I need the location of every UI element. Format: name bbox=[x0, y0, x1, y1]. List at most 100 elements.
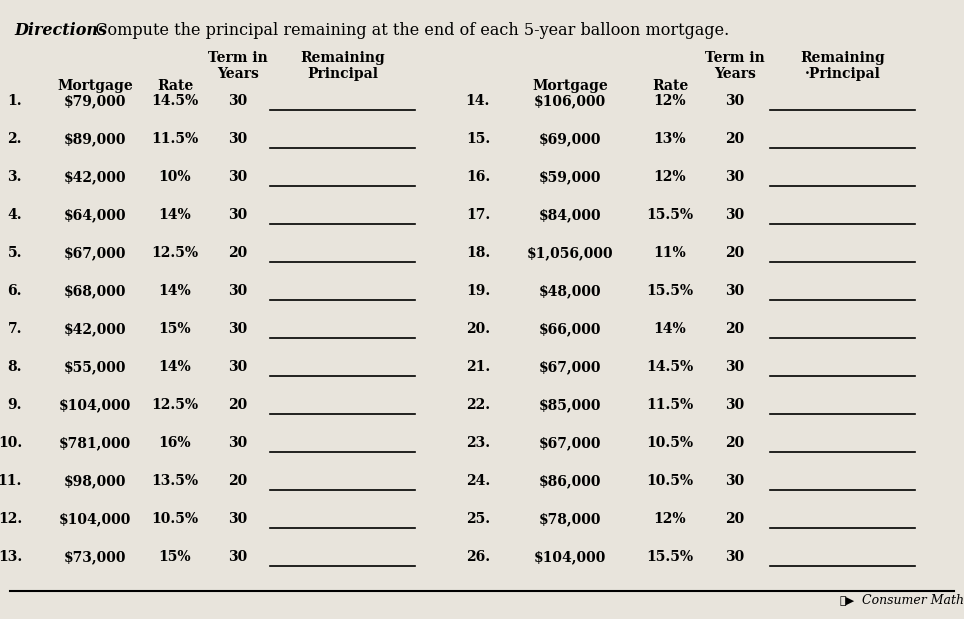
Text: $59,000: $59,000 bbox=[539, 170, 602, 184]
Text: 15%: 15% bbox=[159, 550, 191, 564]
Text: 26.: 26. bbox=[466, 550, 490, 564]
Text: 20: 20 bbox=[228, 398, 248, 412]
Text: 12%: 12% bbox=[654, 94, 686, 108]
Text: 21.: 21. bbox=[466, 360, 490, 374]
Text: Directions: Directions bbox=[14, 22, 107, 39]
Text: ·Principal: ·Principal bbox=[805, 67, 880, 81]
Text: 16%: 16% bbox=[159, 436, 191, 450]
Text: 20: 20 bbox=[725, 322, 744, 336]
Text: $42,000: $42,000 bbox=[64, 170, 126, 184]
Text: $1,056,000: $1,056,000 bbox=[526, 246, 613, 260]
Text: $55,000: $55,000 bbox=[64, 360, 126, 374]
Text: 30: 30 bbox=[228, 550, 248, 564]
Text: Remaining: Remaining bbox=[800, 51, 885, 65]
Text: $781,000: $781,000 bbox=[59, 436, 131, 450]
Text: 30: 30 bbox=[228, 512, 248, 526]
Text: 10%: 10% bbox=[159, 170, 191, 184]
Text: $68,000: $68,000 bbox=[64, 284, 126, 298]
Text: $48,000: $48,000 bbox=[539, 284, 602, 298]
Text: 9.: 9. bbox=[8, 398, 22, 412]
Text: 30: 30 bbox=[725, 208, 744, 222]
Text: 11.: 11. bbox=[0, 474, 22, 488]
Text: $66,000: $66,000 bbox=[539, 322, 602, 336]
Text: 23.: 23. bbox=[466, 436, 490, 450]
Text: $104,000: $104,000 bbox=[59, 398, 131, 412]
Text: 14%: 14% bbox=[654, 322, 686, 336]
Text: 12%: 12% bbox=[654, 170, 686, 184]
Text: 30: 30 bbox=[725, 550, 744, 564]
Text: 14.: 14. bbox=[466, 94, 490, 108]
Text: $42,000: $42,000 bbox=[64, 322, 126, 336]
Text: 18.: 18. bbox=[466, 246, 490, 260]
Text: 4.: 4. bbox=[8, 208, 22, 222]
Text: $89,000: $89,000 bbox=[64, 132, 126, 146]
Text: $98,000: $98,000 bbox=[64, 474, 126, 488]
Text: Years: Years bbox=[217, 67, 259, 81]
Text: 19.: 19. bbox=[466, 284, 490, 298]
Text: 22.: 22. bbox=[466, 398, 490, 412]
Text: $67,000: $67,000 bbox=[539, 436, 602, 450]
Text: 5.: 5. bbox=[8, 246, 22, 260]
Text: 7.: 7. bbox=[8, 322, 22, 336]
Text: 16.: 16. bbox=[466, 170, 490, 184]
Text: 10.5%: 10.5% bbox=[647, 474, 693, 488]
Text: 14%: 14% bbox=[159, 360, 192, 374]
Text: 30: 30 bbox=[228, 170, 248, 184]
Text: Term in: Term in bbox=[208, 51, 268, 65]
Text: Years: Years bbox=[714, 67, 756, 81]
Text: 20: 20 bbox=[725, 436, 744, 450]
Text: Remaining: Remaining bbox=[300, 51, 385, 65]
Text: 15.: 15. bbox=[466, 132, 490, 146]
Text: 30: 30 bbox=[228, 208, 248, 222]
Text: 30: 30 bbox=[725, 398, 744, 412]
Text: 13.5%: 13.5% bbox=[151, 474, 199, 488]
Text: Rate: Rate bbox=[157, 79, 193, 93]
Text: 30: 30 bbox=[228, 322, 248, 336]
Text: 12.5%: 12.5% bbox=[151, 246, 199, 260]
Text: 30: 30 bbox=[228, 94, 248, 108]
Text: 30: 30 bbox=[725, 284, 744, 298]
Text: $73,000: $73,000 bbox=[64, 550, 126, 564]
Text: $69,000: $69,000 bbox=[539, 132, 602, 146]
Text: 30: 30 bbox=[228, 436, 248, 450]
Text: $104,000: $104,000 bbox=[59, 512, 131, 526]
Text: Term in: Term in bbox=[705, 51, 764, 65]
Text: 12%: 12% bbox=[654, 512, 686, 526]
Text: 20.: 20. bbox=[466, 322, 490, 336]
Text: 20: 20 bbox=[725, 246, 744, 260]
Text: 30: 30 bbox=[228, 132, 248, 146]
Text: 15.5%: 15.5% bbox=[647, 208, 693, 222]
Text: Principal: Principal bbox=[307, 67, 378, 81]
Text: $85,000: $85,000 bbox=[539, 398, 602, 412]
Text: 13.: 13. bbox=[0, 550, 22, 564]
Text: 13%: 13% bbox=[654, 132, 686, 146]
Text: 14.5%: 14.5% bbox=[151, 94, 199, 108]
Text: $86,000: $86,000 bbox=[539, 474, 602, 488]
Text: 15%: 15% bbox=[159, 322, 191, 336]
Text: 10.5%: 10.5% bbox=[151, 512, 199, 526]
Text: 20: 20 bbox=[725, 512, 744, 526]
Text: 12.: 12. bbox=[0, 512, 22, 526]
Text: 11%: 11% bbox=[654, 246, 686, 260]
Text: 14.5%: 14.5% bbox=[647, 360, 694, 374]
Text: 15.5%: 15.5% bbox=[647, 550, 693, 564]
Text: ⧈▶: ⧈▶ bbox=[840, 596, 855, 606]
Text: 20: 20 bbox=[725, 132, 744, 146]
Text: 11.5%: 11.5% bbox=[151, 132, 199, 146]
Text: 30: 30 bbox=[228, 284, 248, 298]
Text: 30: 30 bbox=[725, 474, 744, 488]
Text: $104,000: $104,000 bbox=[534, 550, 606, 564]
Text: 6.: 6. bbox=[8, 284, 22, 298]
Text: 3.: 3. bbox=[8, 170, 22, 184]
Text: $67,000: $67,000 bbox=[539, 360, 602, 374]
Text: Rate: Rate bbox=[652, 79, 688, 93]
Text: 20: 20 bbox=[228, 246, 248, 260]
Text: 8.: 8. bbox=[8, 360, 22, 374]
Text: 12.5%: 12.5% bbox=[151, 398, 199, 412]
Text: 1.: 1. bbox=[8, 94, 22, 108]
Text: $64,000: $64,000 bbox=[64, 208, 126, 222]
Text: Mortgage: Mortgage bbox=[532, 79, 608, 93]
Text: Compute the principal remaining at the end of each 5-year balloon mortgage.: Compute the principal remaining at the e… bbox=[85, 22, 729, 39]
Text: Mortgage: Mortgage bbox=[57, 79, 133, 93]
Text: 14%: 14% bbox=[159, 284, 192, 298]
